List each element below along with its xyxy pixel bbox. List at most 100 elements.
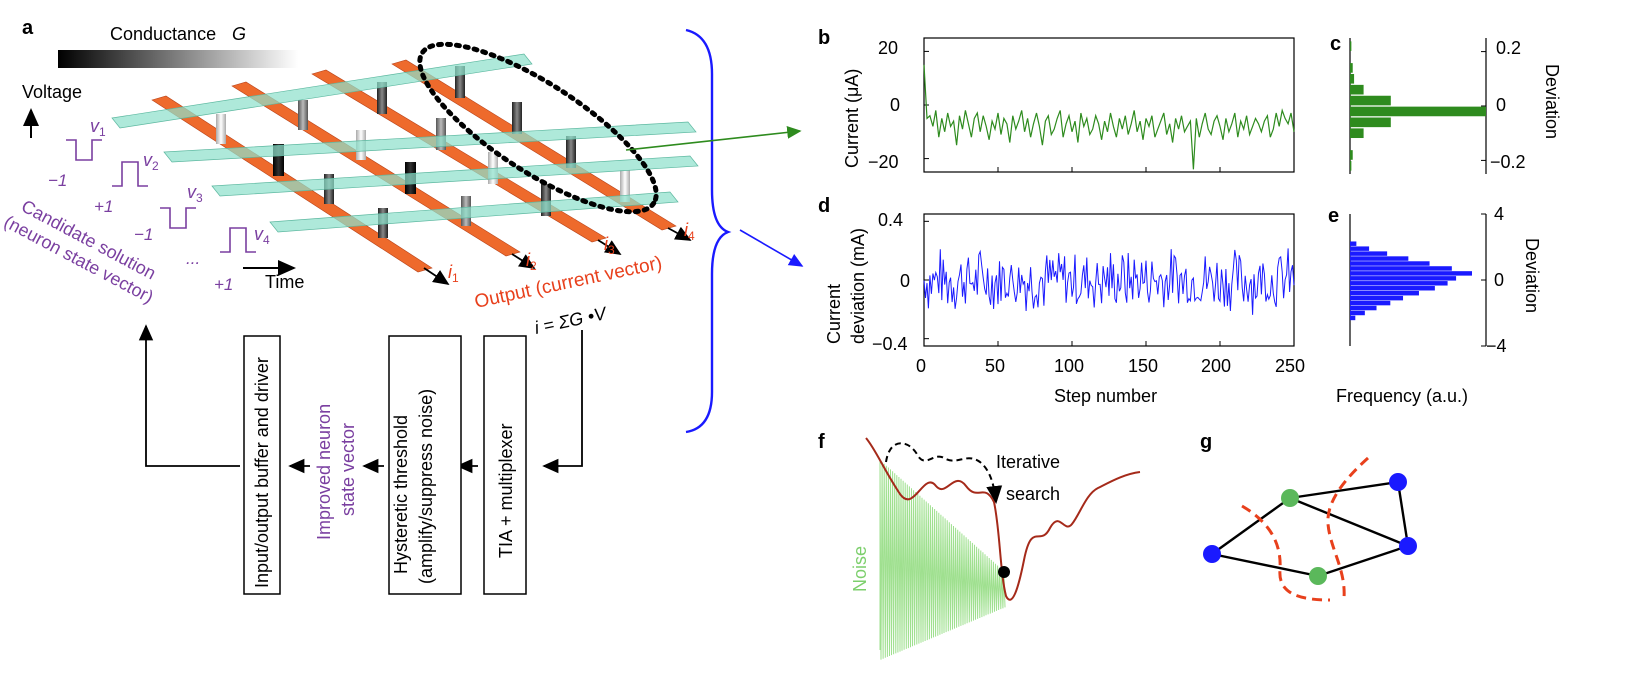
panel-c-label: c xyxy=(1330,33,1341,55)
panel-d-xlabel: Step number xyxy=(1054,386,1157,406)
pulse-v2 xyxy=(112,161,148,187)
threshold-label-line2: (amplify/suppress noise) xyxy=(416,389,436,584)
histogram-bar xyxy=(1350,106,1486,117)
histogram-bar xyxy=(1350,305,1377,311)
panel-d-xtick-4: 200 xyxy=(1201,356,1231,376)
cut-line-2 xyxy=(1326,456,1370,599)
noise-trace xyxy=(879,459,1006,660)
pulse-sign-2: +1 xyxy=(94,197,113,216)
v4-label: v4 xyxy=(254,224,270,247)
memristor-pillar xyxy=(455,66,465,98)
teal-electrode-4 xyxy=(269,191,679,233)
processing-pipeline: TIA + multiplexer Hysteretic threshold (… xyxy=(138,324,583,595)
histogram-bar xyxy=(1350,73,1355,84)
noise-waveform xyxy=(879,459,1006,660)
memristor-pillar xyxy=(566,136,576,168)
graph-edge xyxy=(1396,481,1410,547)
panel-e-ytick-2: −4 xyxy=(1486,336,1507,356)
memristor-pillar xyxy=(298,100,308,130)
arrow-to-panel-d xyxy=(739,229,804,267)
histogram-bar xyxy=(1350,161,1352,171)
formula: i = ΣG •V xyxy=(533,303,610,338)
memristor-pillar xyxy=(541,184,551,216)
io-buffer-box xyxy=(243,335,281,595)
graph-node-green xyxy=(1309,567,1327,585)
teal-electrode-1 xyxy=(111,53,533,129)
panel-d-ytick-1: 0 xyxy=(900,271,910,291)
panel-c-ytick-0: 0.2 xyxy=(1496,38,1521,58)
conductance-symbol: G xyxy=(232,24,246,44)
histogram-bar xyxy=(1350,261,1430,266)
graph-node-blue xyxy=(1203,545,1221,563)
histogram-bar xyxy=(1350,295,1404,301)
panel-c-ylabel: Deviation xyxy=(1542,64,1562,139)
flow-arrow-crossbar-to-tia xyxy=(542,330,583,474)
pulse-sign-4: +1 xyxy=(214,275,233,294)
graph-edge xyxy=(1289,480,1399,500)
panel-b-ytick-2: −20 xyxy=(868,152,899,172)
graph-edge xyxy=(1211,552,1319,578)
panel-d-deviation-trace xyxy=(923,248,1295,315)
panel-e-ytick-1: 0 xyxy=(1494,270,1504,290)
crossbar-array xyxy=(111,41,699,273)
candidate-solution-label: Candidate solution (neuron state vector) xyxy=(1,196,159,307)
search-path-arrow xyxy=(885,442,1003,504)
histogram-bar xyxy=(1350,84,1364,95)
panel-b-ylabel: Current (μA) xyxy=(842,69,862,168)
pulse-v1 xyxy=(66,139,102,161)
graph-edge xyxy=(1317,544,1409,578)
arrow-to-panel-b xyxy=(625,126,802,151)
ground-state-marker xyxy=(998,566,1010,578)
current-arrow-1 xyxy=(423,267,450,285)
histogram-bar xyxy=(1350,256,1409,261)
panel-d-ytick-2: −0.4 xyxy=(872,334,908,354)
panel-d-xtick-2: 100 xyxy=(1054,356,1084,376)
panel-a: a Conductance G Voltage Time v1 v2 v3 v4… xyxy=(1,17,699,595)
search-line1: Iterative xyxy=(996,452,1060,472)
pulse-sign-1: −1 xyxy=(48,171,67,190)
histogram-bar xyxy=(1350,246,1370,251)
panel-d-ytick-0: 0.4 xyxy=(878,210,903,230)
panel-a-label: a xyxy=(22,17,34,39)
conductance-label: Conductance xyxy=(110,24,216,44)
voltage-pulses xyxy=(66,139,256,253)
panel-f-label: f xyxy=(818,431,825,453)
histogram-bar xyxy=(1350,251,1388,256)
panel-e-xlabel: Frequency (a.u.) xyxy=(1336,386,1468,406)
i3-label: i3 xyxy=(604,234,615,257)
hysteretic-threshold-box xyxy=(388,335,462,595)
threshold-label-line1: Hysteretic threshold xyxy=(391,415,411,574)
orange-electrode-4 xyxy=(391,59,677,231)
pulse-signs: −1 +1 −1 ... +1 xyxy=(48,171,233,294)
pulse-sign-dots: ... xyxy=(186,249,200,268)
panel-b-ytick-1: 0 xyxy=(890,95,900,115)
panel-b-ytick-0: 20 xyxy=(878,38,898,58)
memristor-pillar xyxy=(620,170,630,202)
histogram-bar xyxy=(1350,266,1452,271)
panel-d-xtick-3: 150 xyxy=(1128,356,1158,376)
graph-node-blue xyxy=(1399,537,1417,555)
output-label: Output (current vector) xyxy=(473,253,664,313)
pulse-v3 xyxy=(160,207,196,229)
voltage-label: Voltage xyxy=(22,82,82,102)
graph-node-blue xyxy=(1389,473,1407,491)
histogram-bar xyxy=(1350,290,1419,296)
graph-edge xyxy=(1289,496,1409,548)
current-outputs: i1 i2 i3 i4 xyxy=(423,220,695,285)
noise-label: Noise xyxy=(850,546,870,592)
panel-b-current-trace xyxy=(923,64,1295,170)
panel-e-bars xyxy=(1350,241,1472,321)
panel-g-label: g xyxy=(1200,431,1212,453)
histogram-bar xyxy=(1350,150,1353,160)
conductance-gradient-bar xyxy=(58,50,298,68)
teal-electrode-2 xyxy=(163,121,697,163)
panel-d-ylabel-line1: Current xyxy=(824,284,844,344)
graph-edges xyxy=(1211,480,1410,578)
current-arrow-2 xyxy=(511,253,536,269)
panel-g: g xyxy=(1200,431,1417,602)
memristor-pillar xyxy=(273,144,284,176)
memristor-pillar xyxy=(216,114,226,144)
panel-d-xtick-1: 50 xyxy=(985,356,1005,376)
v3-label: v3 xyxy=(187,182,203,205)
